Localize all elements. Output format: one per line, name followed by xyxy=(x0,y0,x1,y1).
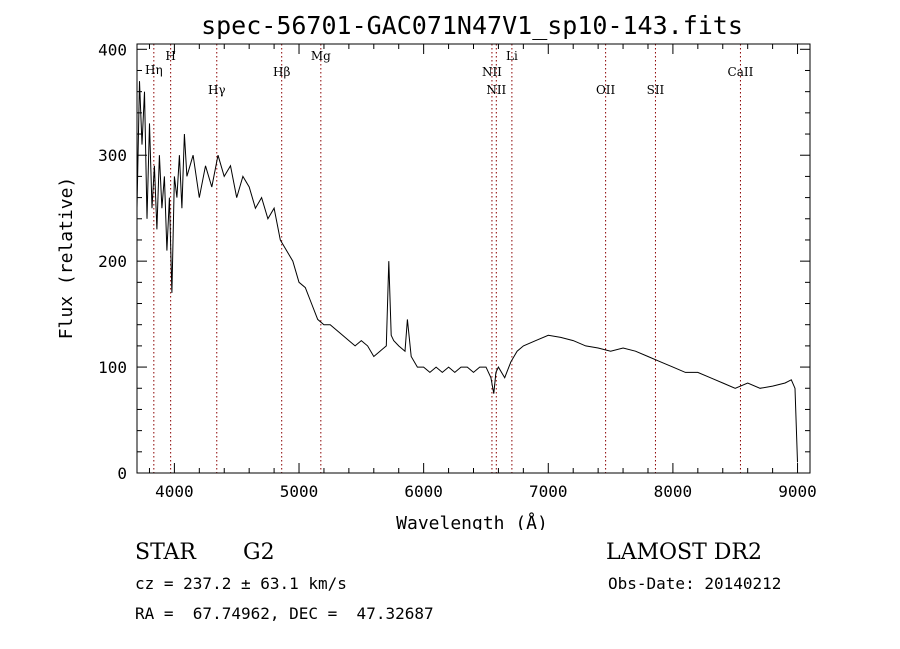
spectrum-line xyxy=(136,81,798,463)
y-tick-label: 0 xyxy=(117,464,127,483)
marker-label: Li xyxy=(506,49,518,63)
y-axis-label: Flux (relative) xyxy=(56,177,77,340)
marker-label: OII xyxy=(596,83,616,97)
marker-label: H xyxy=(165,49,175,63)
marker-label: CaII xyxy=(728,65,754,79)
marker-label: NII xyxy=(486,83,506,97)
x-axis-label: Wavelength (Å) xyxy=(396,512,548,530)
y-tick-label: 100 xyxy=(98,358,127,377)
marker-label: Hβ xyxy=(273,65,290,79)
x-tick-label: 6000 xyxy=(404,482,443,501)
chart-title: spec-56701-GAC071N47V1_sp10-143.fits xyxy=(201,11,743,40)
y-tick-label: 300 xyxy=(98,146,127,165)
observation-date: Obs-Date: 20140212 xyxy=(608,574,782,593)
marker-label: Hη xyxy=(145,63,163,77)
survey-name: LAMOST DR2 xyxy=(606,540,762,565)
coordinates: RA = 67.74962, DEC = 47.32687 xyxy=(135,604,434,623)
x-tick-label: 7000 xyxy=(529,482,568,501)
object-class: STAR xyxy=(135,540,196,565)
plot-frame xyxy=(136,43,811,474)
spectrum-series xyxy=(136,81,798,463)
x-tick-label: 5000 xyxy=(280,482,319,501)
x-tick-label: 8000 xyxy=(654,482,693,501)
x-tick-label: 4000 xyxy=(155,482,194,501)
marker-label: Hγ xyxy=(208,83,226,97)
redshift-velocity: cz = 237.2 ± 63.1 km/s xyxy=(135,574,347,593)
y-tick-label: 400 xyxy=(98,40,127,59)
y-axis: 0 100 200 300 400 xyxy=(98,40,810,483)
x-tick-label: 9000 xyxy=(778,482,817,501)
y-tick-label: 200 xyxy=(98,252,127,271)
marker-label: Mg xyxy=(311,49,331,63)
x-axis: 4000 5000 6000 7000 8000 9000 xyxy=(148,44,817,501)
marker-label: NII xyxy=(482,65,502,79)
marker-label: SII xyxy=(647,83,665,97)
spectrum-chart: spec-56701-GAC071N47V1_sp10-143.fits HηH… xyxy=(56,11,817,530)
object-subclass: G2 xyxy=(243,540,275,565)
spectral-line-markers: HηH Hγ Hβ Mg NII NII Li OII SII CaII xyxy=(145,44,754,473)
